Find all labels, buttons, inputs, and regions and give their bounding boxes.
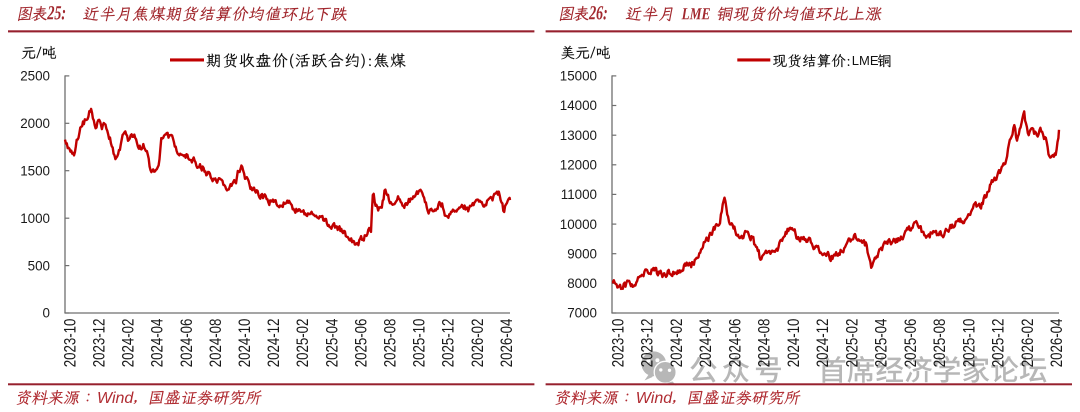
svg-text:2025-06: 2025-06 — [901, 319, 920, 368]
svg-text:2025-04: 2025-04 — [872, 319, 891, 368]
svg-text:0: 0 — [43, 306, 50, 321]
svg-text:11000: 11000 — [561, 187, 597, 202]
svg-text:2024-02: 2024-02 — [119, 319, 138, 368]
svg-text:2026-02: 2026-02 — [468, 319, 487, 368]
svg-text:Wind: Wind — [97, 390, 134, 407]
svg-text:13000: 13000 — [560, 128, 597, 143]
svg-text:10000: 10000 — [560, 217, 597, 232]
svg-text:500: 500 — [28, 258, 50, 273]
svg-text:12000: 12000 — [560, 158, 597, 173]
svg-text:2024-02: 2024-02 — [667, 319, 686, 368]
svg-text:2025-10: 2025-10 — [410, 319, 429, 368]
svg-text:2025-12: 2025-12 — [989, 319, 1008, 368]
svg-text:2023-12: 2023-12 — [90, 319, 109, 368]
svg-text:2025-12: 2025-12 — [439, 319, 458, 368]
svg-text:Wind: Wind — [636, 390, 673, 407]
svg-text:1000: 1000 — [20, 211, 50, 226]
svg-text:2026-02: 2026-02 — [1018, 319, 1037, 368]
svg-text:2023-10: 2023-10 — [61, 319, 80, 368]
svg-text:2024-12: 2024-12 — [814, 319, 833, 368]
svg-text:2024-10: 2024-10 — [784, 319, 803, 368]
svg-text:LME: LME — [852, 53, 879, 68]
svg-text:9000: 9000 — [567, 246, 597, 261]
svg-text:2025-06: 2025-06 — [352, 319, 371, 368]
svg-text:2025-04: 2025-04 — [323, 319, 342, 368]
svg-text:2025-02: 2025-02 — [294, 319, 313, 368]
svg-text:2025-08: 2025-08 — [931, 319, 950, 368]
svg-text:2024-06: 2024-06 — [726, 319, 745, 368]
svg-text:7000: 7000 — [567, 306, 597, 321]
svg-text:2023-12: 2023-12 — [638, 319, 657, 368]
svg-text:2024-08: 2024-08 — [755, 319, 774, 368]
svg-text:2024-08: 2024-08 — [206, 319, 225, 368]
svg-text:2500: 2500 — [20, 69, 50, 84]
svg-text:8000: 8000 — [567, 276, 597, 291]
svg-text:2024-10: 2024-10 — [236, 319, 255, 368]
svg-text:2025-10: 2025-10 — [960, 319, 979, 368]
svg-text:2000: 2000 — [20, 116, 50, 131]
svg-text:2026-04: 2026-04 — [497, 319, 516, 368]
svg-text:2024-12: 2024-12 — [265, 319, 284, 368]
svg-text:2024-06: 2024-06 — [177, 319, 196, 368]
svg-text:15000: 15000 — [560, 69, 597, 84]
svg-text:14000: 14000 — [560, 98, 597, 113]
svg-text:1500: 1500 — [20, 163, 50, 178]
svg-text:2023-10: 2023-10 — [609, 319, 628, 368]
svg-text:2024-04: 2024-04 — [697, 319, 716, 368]
svg-text:2026-04: 2026-04 — [1048, 319, 1067, 368]
svg-text:2025-08: 2025-08 — [381, 319, 400, 368]
svg-text:2024-04: 2024-04 — [148, 319, 167, 368]
svg-text:2025-02: 2025-02 — [843, 319, 862, 368]
